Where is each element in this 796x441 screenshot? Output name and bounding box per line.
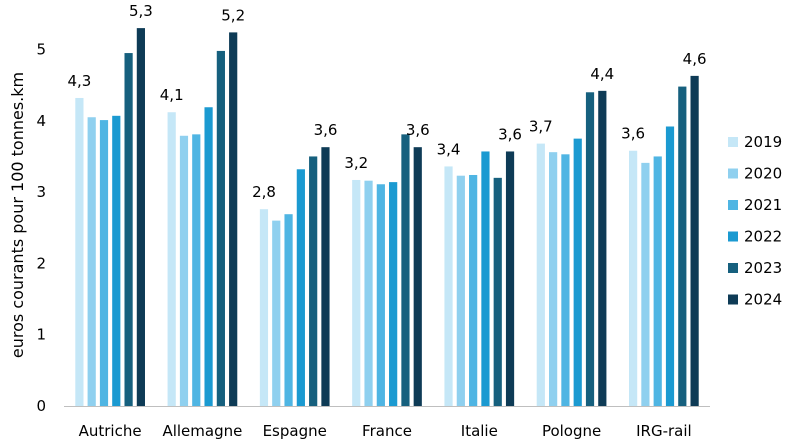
bar <box>88 117 96 406</box>
bar <box>389 182 397 406</box>
x-category-label: Allemagne <box>162 422 242 440</box>
bar <box>598 91 606 406</box>
data-label: 3,6 <box>621 125 645 143</box>
bar <box>260 209 268 406</box>
data-label: 4,6 <box>683 50 707 68</box>
bar <box>217 51 225 406</box>
bar <box>377 184 385 406</box>
data-label: 3,7 <box>529 118 553 136</box>
data-label: 5,3 <box>129 2 153 20</box>
bar <box>481 151 489 406</box>
bar <box>654 156 662 406</box>
bar <box>691 76 699 406</box>
bar <box>297 169 305 406</box>
legend-swatch <box>728 232 738 242</box>
x-category-label: Italie <box>461 422 498 440</box>
bar <box>364 181 372 406</box>
y-tick-label: 4 <box>36 112 46 130</box>
data-labels: 4,3 5,3 4,1 5,2 2,8 3,6 3,2 3,6 3,4 3,6 3,7 4,4 3,6 4… <box>67 2 706 201</box>
bar <box>100 120 108 406</box>
bar <box>641 163 649 406</box>
y-tick-label: 1 <box>36 326 46 344</box>
y-tick-label: 3 <box>36 183 46 201</box>
bar <box>414 147 422 406</box>
bar <box>549 152 557 406</box>
legend-label: 2023 <box>744 259 782 277</box>
y-tick-label: 2 <box>36 254 46 272</box>
x-category-label: Espagne <box>263 422 327 440</box>
x-category-label: Pologne <box>542 422 601 440</box>
bar <box>469 175 477 406</box>
bar <box>586 92 594 406</box>
bar <box>309 156 317 406</box>
data-label: 3,4 <box>437 140 461 158</box>
data-label: 4,4 <box>590 65 614 83</box>
legend-swatch <box>728 169 738 179</box>
bar <box>574 139 582 406</box>
bar <box>401 134 409 406</box>
legend-label: 2020 <box>744 165 782 183</box>
legend-swatch <box>728 137 738 147</box>
bar <box>229 32 237 406</box>
data-label: 3,2 <box>344 154 368 172</box>
legend-swatch <box>728 263 738 273</box>
bar <box>124 53 132 406</box>
x-category-label: IRG-rail <box>636 422 692 440</box>
data-label: 4,3 <box>67 72 91 90</box>
bar <box>666 127 674 407</box>
x-axis-categories: Autriche Allemagne Espagne France Italie Polo… <box>79 422 692 440</box>
bar <box>284 214 292 406</box>
bar <box>204 107 212 406</box>
bar <box>444 166 452 406</box>
y-axis-ticks: 0 1 2 3 4 5 <box>36 41 46 416</box>
bar <box>112 116 120 406</box>
bar <box>561 154 569 406</box>
legend-label: 2019 <box>744 133 782 151</box>
bar <box>457 176 465 406</box>
y-axis-label: euros courants pour 100 tonnes.km <box>8 72 27 358</box>
data-label: 2,8 <box>252 183 276 201</box>
legend-label: 2021 <box>744 196 782 214</box>
legend-label: 2024 <box>744 291 782 309</box>
data-label: 3,6 <box>406 121 430 139</box>
bar <box>494 178 502 406</box>
legend-label: 2022 <box>744 228 782 246</box>
bar <box>506 151 514 406</box>
y-tick-label: 0 <box>36 397 46 415</box>
bar <box>352 180 360 406</box>
bar <box>321 147 329 406</box>
bar <box>629 151 637 406</box>
data-label: 3,6 <box>498 126 522 144</box>
bar <box>168 112 176 406</box>
x-category-label: France <box>362 422 412 440</box>
y-tick-label: 5 <box>36 41 46 59</box>
bar <box>272 221 280 406</box>
bar <box>180 136 188 406</box>
legend: 2019 2020 2021 2022 2023 2024 <box>728 133 782 309</box>
bar-series <box>75 28 698 406</box>
bar <box>137 28 145 406</box>
legend-swatch <box>728 295 738 305</box>
data-label: 4,1 <box>160 86 184 104</box>
data-label: 3,6 <box>314 121 338 139</box>
bar <box>678 87 686 406</box>
bar <box>192 134 200 406</box>
bar <box>537 144 545 406</box>
bar <box>75 98 83 406</box>
data-label: 5,2 <box>221 6 245 24</box>
x-category-label: Autriche <box>79 422 142 440</box>
legend-swatch <box>728 200 738 210</box>
